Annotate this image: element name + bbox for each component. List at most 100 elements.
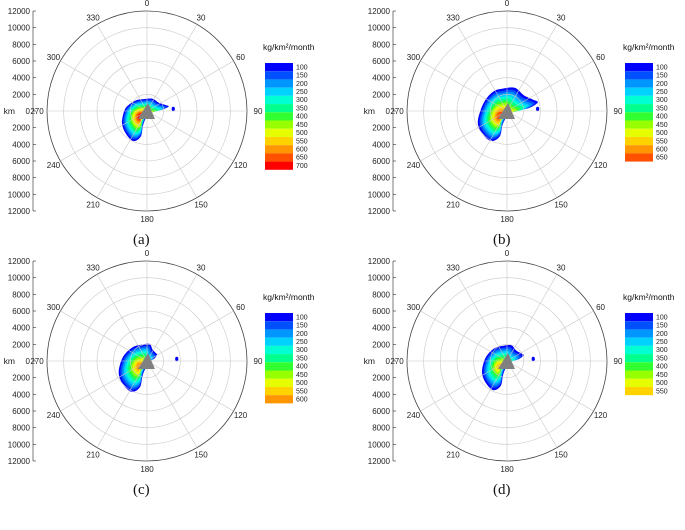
legend-swatch-450	[265, 370, 293, 379]
legend-value-400: 400	[656, 114, 668, 121]
legend-value-250: 250	[296, 89, 308, 96]
radial-tick-label: 6000	[372, 157, 390, 166]
radial-axis: 12000 10000 8000 6000 4000 2000 km 0 2000 4000 600…	[364, 257, 396, 466]
legend-swatch-400	[625, 112, 653, 121]
legend-value-650: 650	[656, 155, 668, 162]
angle-label-240: 240	[407, 161, 421, 170]
angle-label-0: 0	[145, 249, 150, 258]
legend-value-350: 350	[656, 355, 668, 362]
angle-label-120: 120	[234, 411, 248, 420]
legend-swatch-100	[265, 63, 293, 72]
angle-label-180: 180	[500, 465, 514, 474]
radial-tick-label: 6000	[372, 407, 390, 416]
legend-swatch-250	[265, 337, 293, 346]
grid-spoke	[146, 274, 198, 362]
grid-spoke	[146, 360, 234, 412]
grid-spoke	[506, 24, 558, 112]
polar-grid	[46, 260, 248, 462]
angle-label-120: 120	[234, 161, 248, 170]
panel-caption: (c)	[133, 482, 150, 498]
legend-swatch-600	[265, 395, 293, 404]
legend-swatch-350	[625, 104, 653, 113]
grid-spoke	[96, 24, 148, 112]
angle-label-60: 60	[596, 303, 605, 312]
angle-label-0: 0	[145, 0, 150, 8]
radial-tick-label: 12000	[368, 7, 391, 16]
legend-value-100: 100	[656, 314, 668, 321]
angle-label-300: 300	[47, 53, 61, 62]
radial-tick-label: 6000	[372, 307, 390, 316]
radial-tick-label: 6000	[12, 407, 30, 416]
grid-spoke	[506, 110, 558, 198]
angle-label-330: 330	[446, 13, 460, 22]
legend-swatch-150	[625, 321, 653, 330]
angle-label-210: 210	[446, 201, 460, 210]
legend-value-100: 100	[296, 314, 308, 321]
legend-swatch-250	[625, 87, 653, 96]
legend-value-300: 300	[656, 347, 668, 354]
radial-tick-label: 4000	[12, 140, 30, 149]
legend-value-350: 350	[296, 105, 308, 112]
radial-tick-label: 12000	[368, 457, 391, 466]
grid-spoke	[96, 110, 148, 198]
legend-swatch-150	[265, 321, 293, 330]
angle-label-330: 330	[86, 13, 100, 22]
chart-panel-3: 0 30 60 90 120 150 180 210 240 270 300 330 12000 1000…	[0, 249, 325, 500]
legend-swatch-150	[265, 71, 293, 80]
legend-title: kg/km²/month	[623, 42, 675, 52]
radial-tick-label: 10000	[368, 24, 391, 33]
angle-label-270: 270	[30, 107, 44, 116]
grid-spoke	[420, 60, 508, 112]
legend-value-600: 600	[296, 147, 308, 154]
legend-swatch-200	[265, 329, 293, 338]
angle-label-30: 30	[197, 13, 206, 22]
radial-tick-label: 12000	[368, 257, 391, 266]
angle-label-210: 210	[86, 201, 100, 210]
legend-value-250: 250	[656, 89, 668, 96]
legend-value-100: 100	[296, 64, 308, 71]
radial-tick-label: 6000	[12, 157, 30, 166]
angle-label-210: 210	[446, 451, 460, 460]
radial-axis: 12000 10000 8000 6000 4000 2000 km 0 2000 4000 600…	[4, 257, 36, 466]
radial-tick-label: 0	[386, 107, 391, 116]
polar-plot: 0306090120150180210240270300330120001000…	[364, 249, 675, 474]
angle-label-270: 270	[30, 357, 44, 366]
radial-tick-label: 10000	[368, 274, 391, 283]
isolated-contour	[531, 356, 535, 362]
angle-label-90: 90	[614, 107, 623, 116]
legend-value-550: 550	[296, 388, 308, 395]
radial-tick-label: 2000	[372, 124, 390, 133]
grid-spoke	[506, 274, 558, 362]
radial-tick-label: 12000	[8, 257, 31, 266]
radial-tick-label: 8000	[372, 424, 390, 433]
radial-unit-label: km	[4, 356, 15, 366]
radial-tick-label: 10000	[8, 24, 31, 33]
angle-label-240: 240	[47, 411, 61, 420]
legend-swatch-500	[625, 128, 653, 137]
triangle-source-icon	[138, 103, 155, 119]
radial-tick-label: 8000	[12, 290, 30, 299]
grid-spoke	[60, 60, 148, 112]
angle-label-90: 90	[614, 357, 623, 366]
legend-swatch-400	[265, 362, 293, 371]
isolated-contour	[171, 106, 175, 112]
chart-panel-2: 0 30 60 90 120 150 180 210 240 270 300 330 12000 1000…	[360, 0, 685, 250]
legend-value-450: 450	[656, 122, 668, 129]
legend-swatch-250	[625, 337, 653, 346]
grid-spoke	[60, 360, 148, 412]
radial-tick-label: 8000	[12, 174, 30, 183]
grid-spoke	[420, 110, 508, 162]
radial-axis: 12000 10000 8000 6000 4000 2000 km 0 2000 4000 600…	[4, 7, 36, 216]
panel-caption: (a)	[133, 232, 150, 248]
angle-label-300: 300	[407, 303, 421, 312]
legend-swatch-450	[625, 120, 653, 129]
radial-tick-label: 4000	[12, 324, 30, 333]
angle-label-90: 90	[254, 357, 263, 366]
legend-value-150: 150	[296, 323, 308, 330]
radial-unit-label: km	[364, 356, 375, 366]
triangle-source-icon	[138, 353, 155, 369]
legend-value-550: 550	[656, 138, 668, 145]
